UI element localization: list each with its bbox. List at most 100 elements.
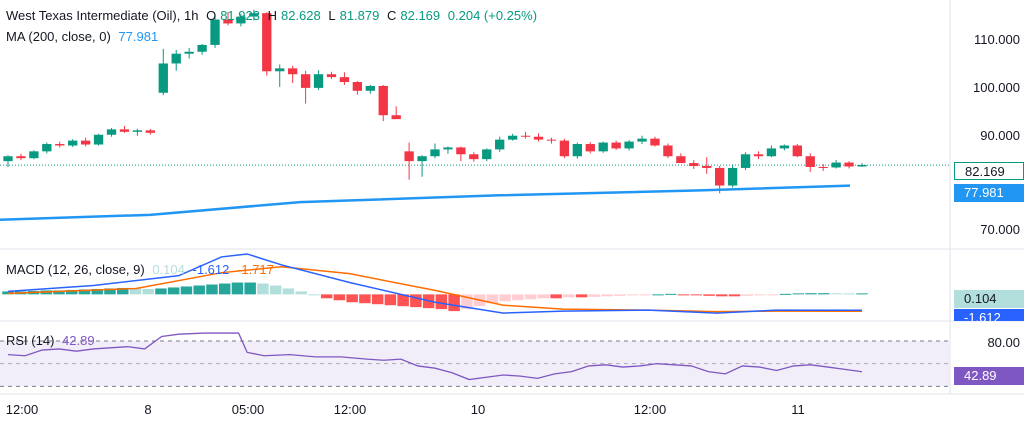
legend-row-macd: MACD (12, 26, close, 9) 0.104 -1.612 -1.… <box>6 262 278 278</box>
candle-body <box>469 154 479 160</box>
candle-body <box>352 82 363 91</box>
macd-hist-bar <box>665 293 677 295</box>
macd-hist-bar <box>104 288 116 295</box>
legend-row-rsi: RSI (14) 42.89 <box>6 333 99 349</box>
candle-body <box>482 149 492 160</box>
candle-body <box>300 74 311 88</box>
candle-body <box>378 85 388 116</box>
macd-hist-bar <box>193 285 205 295</box>
candle-body <box>650 138 660 146</box>
macd-hist-bar <box>333 294 346 301</box>
macd-hist-bar <box>167 287 180 295</box>
macd-hist-bar <box>231 282 244 295</box>
candle-body <box>624 141 634 149</box>
macd-indicator-label[interactable]: MACD (12, 26, close, 9) <box>6 262 145 277</box>
candle-body <box>197 44 207 52</box>
macd-hist-bar <box>65 289 78 295</box>
ohlc-high: 82.628 <box>280 8 321 23</box>
candle-body <box>339 77 350 83</box>
macd-signal-line <box>7 266 863 313</box>
macd-hist-bar <box>754 294 766 296</box>
macd-signal-value: -1.717 <box>237 262 274 277</box>
macd-hist-bar <box>53 290 65 295</box>
macd-line-tag: -1.612 <box>954 309 1024 321</box>
candle-body <box>792 145 802 157</box>
macd-hist-bar <box>129 288 142 295</box>
price-axis-label: 70.000 <box>980 222 1020 237</box>
candle-body <box>495 139 505 150</box>
candle-body <box>546 139 557 141</box>
time-axis-label: 05:00 <box>231 402 265 417</box>
candle-body <box>145 130 155 133</box>
macd-hist-bar <box>677 294 690 296</box>
legend-row-ma: MA (200, close, 0) 77.981 <box>6 29 162 45</box>
macd-hist-bar <box>244 282 256 295</box>
candle-body <box>262 13 272 72</box>
candle-body <box>275 68 285 72</box>
candle-body <box>417 156 427 162</box>
macd-hist-bar <box>486 294 499 304</box>
candle-body <box>132 130 143 132</box>
macd-hist-bar <box>614 294 626 296</box>
last-price-tag: 82.169 <box>954 162 1024 180</box>
candle-body <box>288 68 298 75</box>
candle-body <box>533 136 544 140</box>
candle-body <box>29 151 39 159</box>
candle-body <box>404 151 414 162</box>
candle-body <box>818 166 828 168</box>
macd-hist-bar <box>716 294 728 297</box>
macd-hist-bar <box>320 294 333 299</box>
macd-hist-bar <box>435 294 448 310</box>
macd-hist-bar <box>91 288 103 295</box>
macd-hist-bar <box>563 294 575 298</box>
ohlc-low: 81.879 <box>339 8 380 23</box>
candle-body <box>689 163 699 166</box>
candle-body <box>753 154 764 157</box>
macd-hist-tag: 0.104 <box>954 290 1024 308</box>
ohlc-close: 82.169 <box>400 8 441 23</box>
candle-body <box>3 156 13 162</box>
macd-hist-bar <box>512 294 524 301</box>
candle-body <box>572 144 582 157</box>
macd-hist-bar <box>218 283 231 295</box>
macd-hist-bar <box>461 294 473 310</box>
rsi-line <box>7 332 863 381</box>
ohlc-l-label: L <box>328 8 336 23</box>
macd-hist-bar <box>767 294 779 296</box>
rsi-axis-label: 80.00 <box>987 335 1020 350</box>
candle-body <box>611 142 621 149</box>
candle-body <box>171 53 181 64</box>
macd-hist-bar <box>78 289 91 295</box>
macd-hist-bar <box>550 294 562 299</box>
macd-hist-bar <box>142 288 154 295</box>
time-axis-label: 10 <box>470 402 486 417</box>
rsi-indicator-label[interactable]: RSI (14) <box>6 333 55 348</box>
macd-line <box>7 253 863 314</box>
candle-body <box>520 135 531 137</box>
macd-hist-bar <box>805 293 817 295</box>
ma-price-tag: 77.981 <box>954 184 1024 202</box>
candle-body <box>16 156 26 159</box>
candle-body <box>55 144 65 146</box>
macd-hist-bar <box>206 284 218 295</box>
candle-body <box>68 140 78 146</box>
macd-hist-bar <box>830 293 843 295</box>
macd-hist-bar <box>588 294 601 297</box>
ma-indicator-label[interactable]: MA (200, close, 0) <box>6 29 111 44</box>
macd-line-value: -1.612 <box>192 262 230 277</box>
candle-body <box>326 74 337 78</box>
macd-hist-bar <box>384 294 397 306</box>
macd-hist-bar <box>499 294 511 302</box>
symbol-title[interactable]: West Texas Intermediate (Oil), 1h <box>6 8 199 23</box>
macd-hist-bar <box>410 294 422 308</box>
candle-body <box>779 145 790 149</box>
candle-body <box>507 135 518 140</box>
time-axis-label: 12:00 <box>5 402 39 417</box>
macd-hist-bar <box>269 285 282 295</box>
candle-body <box>766 148 777 157</box>
price-change: 0.204 (+0.25%) <box>447 8 538 23</box>
macd-hist-bar <box>116 287 129 295</box>
time-axis-label: 11 <box>791 402 805 417</box>
candle-body <box>727 167 738 186</box>
